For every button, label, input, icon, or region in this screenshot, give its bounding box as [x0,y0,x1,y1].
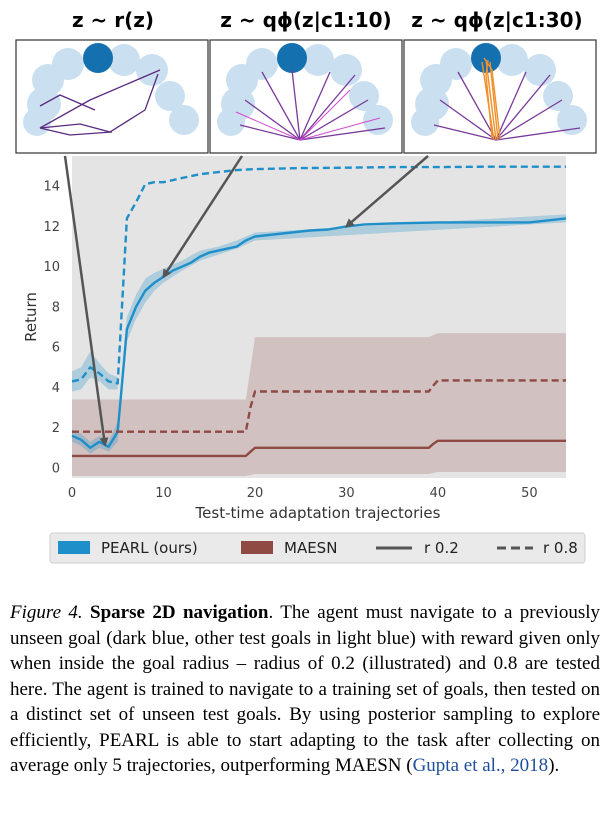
y-tick-label: 12 [43,220,60,235]
panel-title-prior: z ~ r(z) [72,8,154,32]
line-maesn-r02 [72,439,566,458]
annotation-arrow-3 [344,155,429,228]
y-tick-label: 6 [52,341,60,356]
x-tick-label: 20 [247,486,264,501]
chart: 0 10 20 30 40 50 0 2 4 6 8 10 12 14 Test-time adaptat… [22,156,567,522]
caption-body: . The agent must navigate to a previousl… [10,602,601,776]
annotation-arrow-1 [63,155,109,447]
y-axis-label: Return [22,292,40,342]
legend-box [49,532,586,564]
line-pearl-r02 [71,217,567,449]
plot-background [72,156,566,478]
y-tick-label: 4 [52,381,60,396]
panel-title-posterior-30: z ~ qϕ(z|c1:30) [411,8,582,32]
line-maesn-r08 [72,379,566,433]
caption-end: ). [548,755,560,776]
legend-r02-label: r 0.2 [424,539,459,557]
x-tick-label: 30 [338,486,355,501]
legend-pearl-label: PEARL (ours) [101,539,198,557]
caption-label: Figure 4. [10,602,83,623]
panel-title-posterior-10: z ~ qϕ(z|c1:10) [220,8,391,32]
legend: PEARL (ours) MAESN r 0.2 r 0.8 [49,532,586,564]
annotation-arrow-2 [162,155,244,279]
x-tick-label: 10 [155,486,172,501]
figure-4: z ~ r(z) z ~ qϕ(z|c1:10) z ~ qϕ(z|c1:30) [15,8,597,564]
target-goal-icon [277,43,307,73]
legend-maesn-label: MAESN [284,539,337,557]
figure-caption: Figure 4. Sparse 2D navigation. The agen… [10,600,600,779]
legend-maesn-swatch [241,541,273,554]
y-tick-label: 8 [52,300,60,315]
caption-citation-link[interactable]: Gupta et al., 2018 [412,755,549,776]
line-pearl-r08 [71,165,566,385]
caption-title: Sparse 2D navigation [90,602,269,623]
target-goal-icon [471,43,501,73]
legend-r08-label: r 0.8 [543,539,578,557]
panel-posterior-30 [403,39,597,154]
panel-prior [15,39,209,154]
legend-pearl-swatch [58,541,90,554]
y-tick-label: 2 [52,421,60,436]
y-tick-label: 10 [43,260,60,275]
panel-titles: z ~ r(z) z ~ qϕ(z|c1:10) z ~ qϕ(z|c1:30) [72,8,583,32]
x-tick-label: 50 [521,486,538,501]
y-tick-label: 14 [43,180,60,195]
x-tick-label: 40 [430,486,447,501]
panel-posterior-10 [209,39,403,154]
target-goal-icon [83,43,113,73]
y-tick-label: 0 [52,461,60,476]
x-tick-label: 0 [68,486,76,501]
x-axis-label: Test-time adaptation trajectories [195,504,441,522]
